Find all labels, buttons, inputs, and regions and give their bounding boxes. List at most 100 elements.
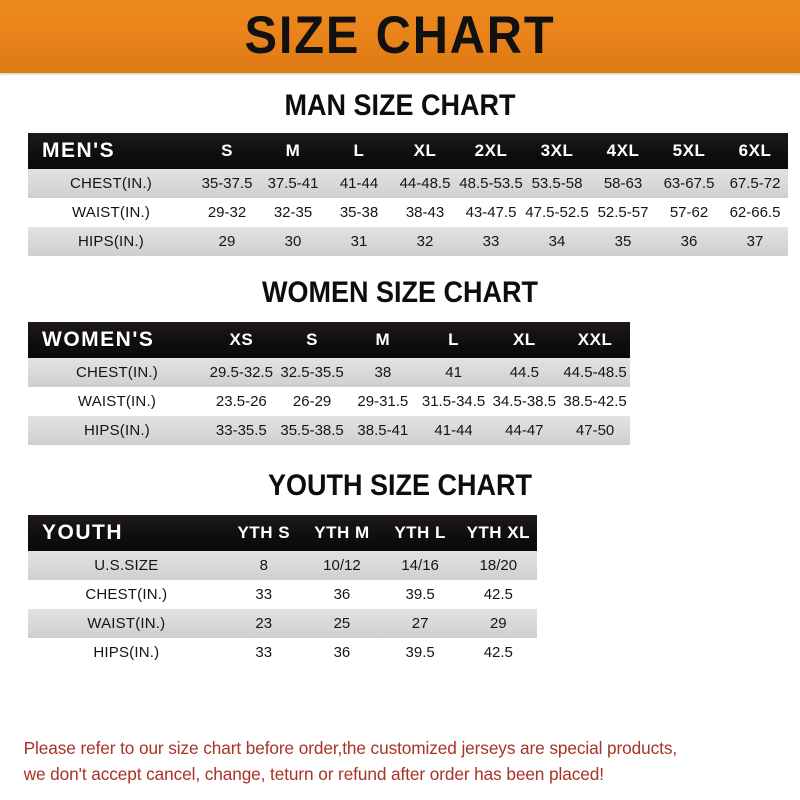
table-cell: 38.5-42.5 <box>559 387 631 416</box>
row-label: WAIST(IN.) <box>28 198 194 227</box>
empty-cell <box>630 416 702 445</box>
table-header-row: YOUTH YTH S YTH M YTH L YTH XL <box>28 515 772 551</box>
table-row: HIPS(IN.) 29 30 31 32 33 34 35 36 37 <box>28 227 788 256</box>
table-header-row: WOMEN'S XS S M L XL XXL <box>28 322 772 358</box>
table-cell: 39.5 <box>381 580 460 609</box>
row-label-header: WOMEN'S <box>28 322 206 358</box>
table-cell: 36 <box>302 580 382 609</box>
row-label: CHEST(IN.) <box>28 169 194 198</box>
table-cell: 43-47.5 <box>458 198 524 227</box>
order-policy-note: Please refer to our size chart before or… <box>0 735 788 788</box>
column-header: XL <box>392 133 458 169</box>
empty-cell <box>537 609 616 638</box>
table-cell: 32 <box>392 227 458 256</box>
empty-header-cell <box>615 515 694 551</box>
column-header: S <box>194 133 260 169</box>
table-cell: 29 <box>459 609 538 638</box>
table-cell: 53.5-58 <box>524 169 590 198</box>
table-cell: 25 <box>302 609 382 638</box>
table-cell: 29.5-32.5 <box>205 358 277 387</box>
table-cell: 38 <box>347 358 419 387</box>
man-table-body: MEN'S S M L XL 2XL 3XL 4XL 5XL 6XL CHEST(IN.) 35-37… <box>28 133 788 256</box>
empty-cell <box>537 638 616 667</box>
column-header: XL <box>488 322 560 358</box>
table-cell: 26-29 <box>276 387 348 416</box>
empty-cell <box>701 387 772 416</box>
table-cell: 33-35.5 <box>205 416 277 445</box>
row-label: HIPS(IN.) <box>28 638 225 667</box>
empty-cell <box>693 580 772 609</box>
table-cell: 37 <box>722 227 788 256</box>
table-cell: 44-47 <box>488 416 560 445</box>
empty-cell <box>701 358 772 387</box>
man-size-table: MEN'S S M L XL 2XL 3XL 4XL 5XL 6XL CHEST(IN.) 35-37… <box>28 133 788 256</box>
table-cell: 35-38 <box>326 198 392 227</box>
table-cell: 41-44 <box>418 416 489 445</box>
order-policy-line-2: we don't accept cancel, change, teturn o… <box>23 764 604 785</box>
empty-cell <box>537 551 616 580</box>
empty-cell <box>693 551 772 580</box>
empty-cell <box>701 416 772 445</box>
table-row: WAIST(IN.) 23.5-26 26-29 29-31.5 31.5-34.5 34… <box>28 387 772 416</box>
empty-cell <box>693 638 772 667</box>
women-size-chart-block: WOMEN'S XS S M L XL XXL CHEST(IN.) 29.5-32.5 32.5… <box>28 322 772 445</box>
youth-size-table: YOUTH YTH S YTH M YTH L YTH XL U.S.SIZE 8 10/12… <box>28 515 772 667</box>
table-cell: 35 <box>590 227 656 256</box>
table-row: WAIST(IN.) 29-32 32-35 35-38 38-43 43-47.5 47.… <box>28 198 788 227</box>
table-cell: 52.5-57 <box>590 198 656 227</box>
table-cell: 35.5-38.5 <box>276 416 348 445</box>
table-cell: 39.5 <box>381 638 460 667</box>
empty-header-cell <box>701 322 772 358</box>
table-cell: 14/16 <box>381 551 460 580</box>
table-cell: 23 <box>224 609 303 638</box>
table-row: HIPS(IN.) 33-35.5 35.5-38.5 38.5-41 41-44 44-… <box>28 416 772 445</box>
column-header: L <box>326 133 392 169</box>
women-size-table: WOMEN'S XS S M L XL XXL CHEST(IN.) 29.5-32.5 32.5… <box>28 322 772 445</box>
table-cell: 36 <box>302 638 382 667</box>
table-cell: 63-67.5 <box>656 169 722 198</box>
column-header: 5XL <box>656 133 722 169</box>
empty-cell <box>615 638 694 667</box>
table-cell: 67.5-72 <box>722 169 788 198</box>
section-title-youth: YOUTH SIZE CHART <box>267 469 533 502</box>
man-size-chart-block: MEN'S S M L XL 2XL 3XL 4XL 5XL 6XL CHEST(IN.) 35-37… <box>28 133 788 256</box>
section-title-man: MAN SIZE CHART <box>284 89 516 122</box>
table-cell: 29 <box>194 227 260 256</box>
table-cell: 33 <box>224 638 303 667</box>
row-label: CHEST(IN.) <box>28 580 225 609</box>
table-cell: 35-37.5 <box>194 169 260 198</box>
table-row: HIPS(IN.) 33 36 39.5 42.5 <box>28 638 772 667</box>
table-cell: 41 <box>418 358 489 387</box>
column-header: YTH XL <box>459 515 538 551</box>
table-cell: 44.5 <box>488 358 560 387</box>
column-header: 3XL <box>524 133 590 169</box>
table-cell: 32-35 <box>260 198 326 227</box>
table-cell: 30 <box>260 227 326 256</box>
table-cell: 42.5 <box>459 580 538 609</box>
table-cell: 38.5-41 <box>347 416 419 445</box>
table-cell: 44.5-48.5 <box>559 358 631 387</box>
column-header: 6XL <box>722 133 788 169</box>
table-cell: 18/20 <box>459 551 538 580</box>
table-cell: 62-66.5 <box>722 198 788 227</box>
row-label: WAIST(IN.) <box>28 609 225 638</box>
empty-header-cell <box>630 322 702 358</box>
column-header: YTH L <box>381 515 460 551</box>
row-label: CHEST(IN.) <box>28 358 206 387</box>
table-cell: 29-31.5 <box>347 387 419 416</box>
order-policy-line-1: Please refer to our size chart before or… <box>23 737 678 758</box>
table-cell: 57-62 <box>656 198 722 227</box>
column-header: M <box>347 322 419 358</box>
column-header: YTH S <box>224 515 303 551</box>
row-label-header: MEN'S <box>28 133 194 169</box>
women-table-body: WOMEN'S XS S M L XL XXL CHEST(IN.) 29.5-32.5 32.5… <box>28 322 772 445</box>
empty-cell <box>693 609 772 638</box>
table-cell: 36 <box>656 227 722 256</box>
row-label: HIPS(IN.) <box>28 416 206 445</box>
empty-cell <box>537 580 616 609</box>
row-label-header: YOUTH <box>28 515 225 551</box>
table-cell: 44-48.5 <box>392 169 458 198</box>
column-header: 2XL <box>458 133 524 169</box>
table-cell: 33 <box>224 580 303 609</box>
table-cell: 34 <box>524 227 590 256</box>
